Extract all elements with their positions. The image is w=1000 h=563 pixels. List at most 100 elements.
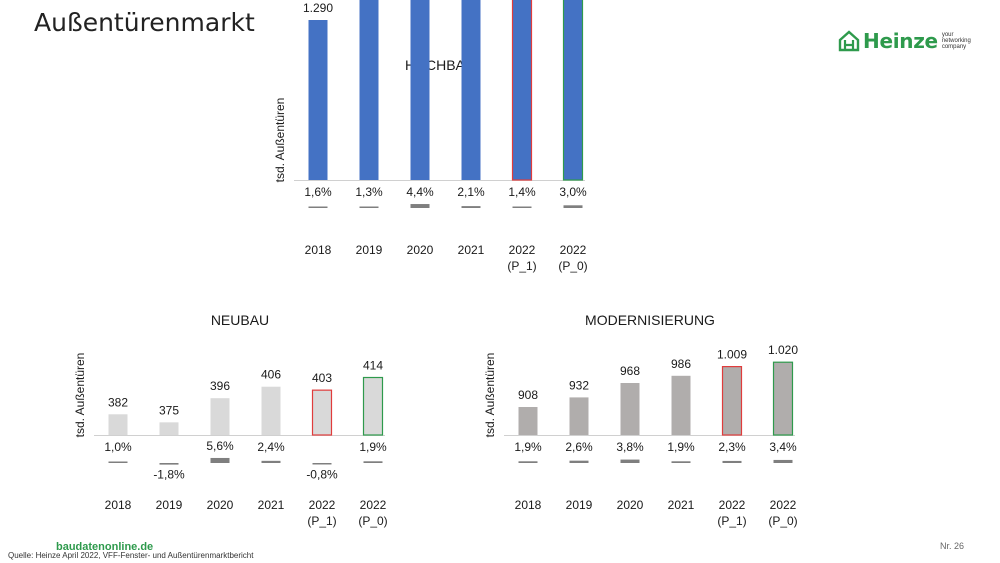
growth-label: -1,8% — [153, 468, 185, 482]
bar — [569, 397, 589, 435]
category-label: 2022 — [360, 498, 387, 512]
bar-value-label: 908 — [518, 388, 538, 402]
category-label: (P_1) — [507, 259, 536, 273]
growth-bar — [773, 459, 793, 463]
bar-value-label: 414 — [363, 359, 383, 373]
category-label: 2021 — [458, 243, 485, 257]
bar-value-label: 1.020 — [768, 343, 798, 357]
growth-label: 1,4% — [508, 185, 536, 199]
footer-source: Quelle: Heinze April 2022, VFF-Fenster- … — [8, 551, 254, 560]
category-label: (P_0) — [558, 259, 587, 273]
category-label: 2022 — [770, 498, 797, 512]
category-label: 2021 — [668, 498, 695, 512]
growth-label: 2,6% — [565, 440, 593, 454]
heinze-logo-icon — [838, 30, 860, 52]
category-label: 2020 — [207, 498, 234, 512]
modernisierung-chart: MODERNISIERUNG tsd. Außentüren 908 1,9% 2018… — [480, 305, 820, 540]
growth-bar — [108, 461, 128, 463]
category-label: 2019 — [356, 243, 383, 257]
category-label: 2019 — [156, 498, 183, 512]
growth-bar — [518, 461, 538, 463]
growth-label: 3,4% — [769, 440, 797, 454]
bar — [721, 365, 743, 436]
bar-value-label: 375 — [159, 403, 179, 417]
growth-bar — [312, 463, 332, 465]
bar — [108, 414, 128, 435]
chart-y-axis-label: tsd. Außentüren — [73, 353, 87, 438]
page-number: Nr. 26 — [939, 541, 964, 551]
logo-tagline: your networking company — [942, 32, 982, 50]
bar-value-label: 382 — [108, 395, 128, 409]
category-label: 2020 — [617, 498, 644, 512]
bar-value-label: 932 — [569, 378, 589, 392]
heinze-logo: Heinze your networking company — [838, 29, 982, 53]
growth-label: 3,0% — [559, 185, 587, 199]
neubau-chart-svg: NEUBAU tsd. Außentüren 382 1,0% 2018 375 -1,8%… — [73, 312, 388, 528]
growth-bar — [620, 459, 640, 463]
logo-wordmark: Heinze — [863, 29, 938, 53]
growth-label: 1,9% — [359, 440, 387, 454]
growth-label: 4,4% — [406, 185, 434, 199]
growth-label: 1,9% — [667, 440, 695, 454]
growth-label: 2,3% — [718, 440, 746, 454]
bar — [511, 0, 533, 181]
bar-value-label: 1.290 — [303, 1, 333, 15]
bar-value-label: 968 — [620, 364, 640, 378]
bar — [210, 398, 230, 435]
bar-value-label: 396 — [210, 379, 230, 393]
bar — [410, 0, 430, 180]
category-label: 2018 — [305, 243, 332, 257]
modernisierung-chart-svg: MODERNISIERUNG tsd. Außentüren 908 1,9% 2018… — [483, 312, 798, 528]
bar — [461, 0, 481, 180]
logo-tagline-line: company — [941, 44, 967, 50]
bar — [772, 361, 794, 436]
bar — [261, 386, 281, 435]
chart-y-axis-label: tsd. Außentüren — [273, 98, 287, 183]
growth-bar — [671, 461, 691, 463]
category-label: 2022 — [309, 498, 336, 512]
bar — [562, 0, 584, 181]
growth-label: 1,0% — [104, 440, 132, 454]
growth-bar — [359, 206, 379, 208]
page-title: Außentürenmarkt — [34, 8, 255, 37]
chart-title: NEUBAU — [211, 312, 269, 328]
growth-bar — [722, 460, 742, 463]
growth-label: 2,1% — [457, 185, 485, 199]
chart-title: MODERNISIERUNG — [585, 312, 715, 328]
bar — [159, 422, 179, 435]
growth-bar — [210, 457, 230, 463]
growth-bar — [563, 205, 583, 208]
bar-value-label: 406 — [261, 368, 281, 382]
category-label: 2022 — [719, 498, 746, 512]
bar — [311, 389, 333, 436]
bar-value-label: 986 — [671, 357, 691, 371]
growth-bar — [308, 206, 328, 208]
category-label: 2022 — [509, 243, 536, 257]
growth-bar — [512, 206, 532, 208]
growth-label: -0,8% — [306, 468, 338, 482]
growth-label: 1,6% — [304, 185, 332, 199]
growth-bar — [159, 463, 179, 465]
growth-bar — [569, 460, 589, 463]
category-label: 2018 — [515, 498, 542, 512]
growth-label: 3,8% — [616, 440, 644, 454]
chart-y-axis-label: tsd. Außentüren — [483, 353, 497, 438]
footer-url[interactable]: baudatenonline.de — [56, 541, 154, 553]
category-label: (P_0) — [358, 514, 387, 528]
logo-tagline-line: networking — [941, 38, 971, 44]
growth-bar — [363, 461, 383, 463]
bar — [308, 20, 328, 180]
neubau-chart: NEUBAU tsd. Außentüren 382 1,0% 2018 375 -1,8%… — [70, 305, 410, 540]
category-label: 2018 — [105, 498, 132, 512]
category-label: 2020 — [407, 243, 434, 257]
bar — [671, 375, 691, 435]
category-label: (P_1) — [717, 514, 746, 528]
bar-value-label: 403 — [312, 371, 332, 385]
growth-label: 1,9% — [514, 440, 542, 454]
bar — [620, 383, 640, 435]
bar — [362, 376, 384, 436]
growth-bar — [261, 460, 281, 463]
logo-tagline-line: your — [941, 32, 954, 38]
